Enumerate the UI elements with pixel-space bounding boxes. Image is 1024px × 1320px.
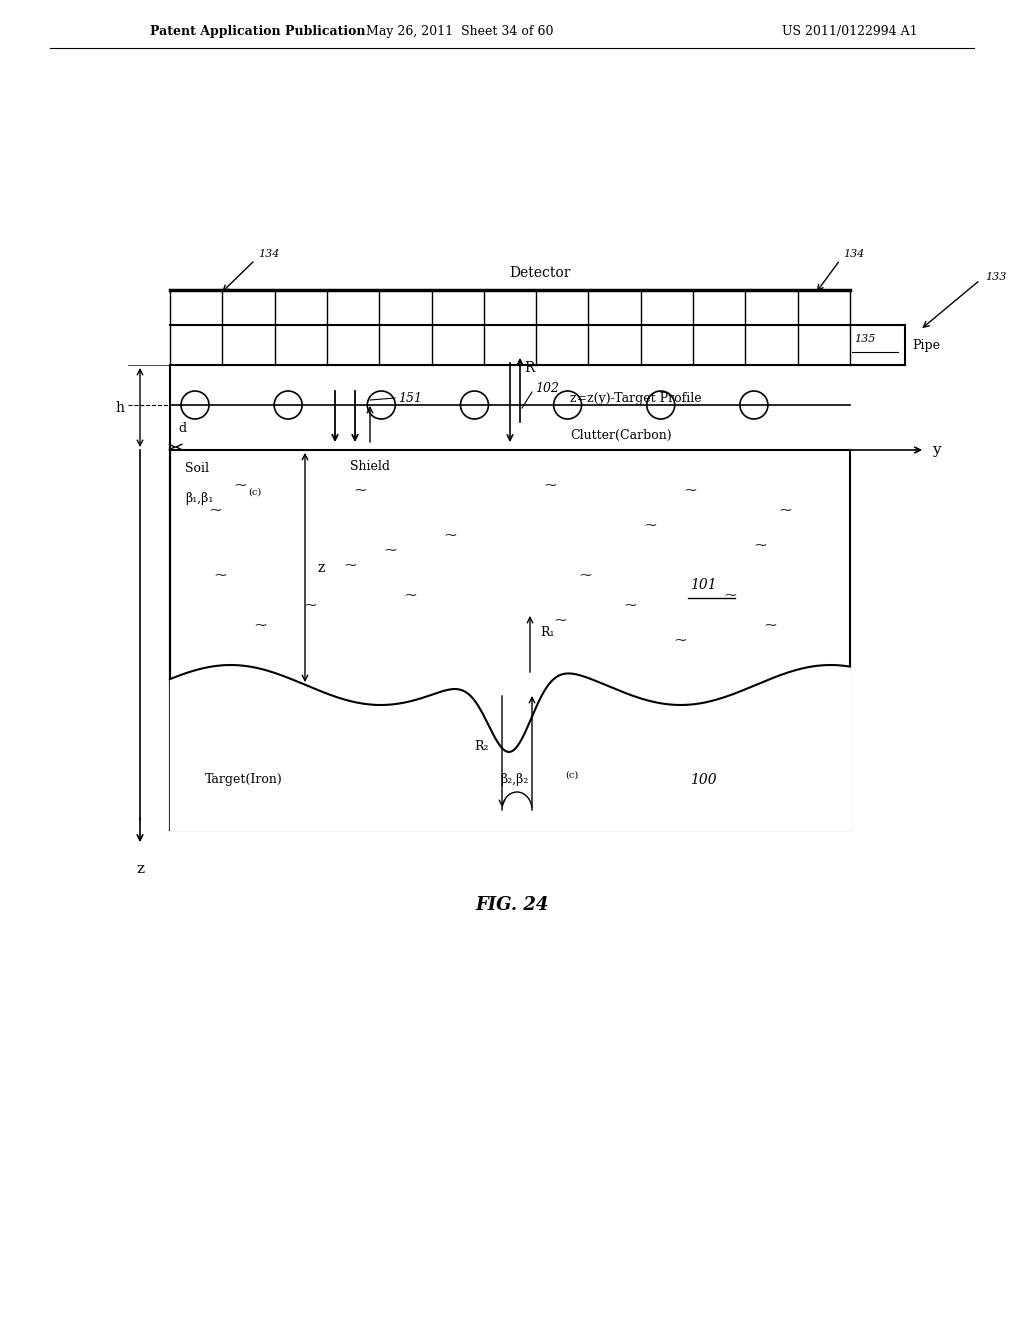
Text: ~: ~ — [253, 616, 267, 634]
Text: ~: ~ — [303, 597, 317, 614]
Text: 134: 134 — [258, 249, 280, 259]
Text: Target(Iron): Target(Iron) — [205, 774, 283, 787]
Text: 100: 100 — [690, 774, 717, 787]
Text: (c): (c) — [248, 488, 261, 498]
Text: R: R — [524, 360, 535, 375]
Text: 133: 133 — [985, 272, 1007, 282]
Text: May 26, 2011  Sheet 34 of 60: May 26, 2011 Sheet 34 of 60 — [367, 25, 554, 38]
Text: ~: ~ — [578, 566, 592, 583]
Text: ~: ~ — [443, 527, 457, 544]
Text: Shield: Shield — [350, 459, 390, 473]
Text: R₂: R₂ — [474, 741, 488, 752]
Text: y: y — [932, 444, 941, 457]
Text: 134: 134 — [843, 249, 864, 259]
Text: Soil: Soil — [185, 462, 209, 475]
Text: ~: ~ — [543, 477, 557, 494]
Text: ~: ~ — [683, 482, 697, 499]
Text: Detector: Detector — [509, 267, 570, 280]
Text: ~: ~ — [403, 586, 417, 603]
Text: ~: ~ — [753, 536, 767, 553]
Text: FIG. 24: FIG. 24 — [475, 896, 549, 913]
Text: h: h — [116, 400, 125, 414]
Text: 102: 102 — [535, 381, 559, 395]
Text: ~: ~ — [643, 516, 657, 533]
Text: 101: 101 — [690, 578, 717, 591]
Text: d: d — [178, 422, 186, 436]
Text: Clutter(Carbon): Clutter(Carbon) — [570, 429, 672, 441]
Text: ~: ~ — [213, 566, 227, 583]
Text: US 2011/0122994 A1: US 2011/0122994 A1 — [782, 25, 918, 38]
Text: R₁: R₁ — [540, 626, 555, 639]
Text: Pipe: Pipe — [912, 338, 940, 351]
Text: ~: ~ — [343, 557, 357, 573]
Text: ~: ~ — [763, 616, 777, 634]
Text: ~: ~ — [723, 586, 737, 603]
Text: Patent Application Publication: Patent Application Publication — [150, 25, 366, 38]
Text: ~: ~ — [623, 597, 637, 614]
Text: 151: 151 — [398, 392, 422, 404]
Text: (c): (c) — [565, 771, 579, 780]
Text: z: z — [317, 561, 325, 574]
Text: z=z(y)-Target Profile: z=z(y)-Target Profile — [570, 392, 701, 404]
Text: ~: ~ — [553, 611, 567, 628]
Text: ~: ~ — [208, 502, 222, 519]
Text: ~: ~ — [233, 477, 247, 494]
Text: ~: ~ — [353, 482, 367, 499]
Text: ~: ~ — [778, 502, 792, 519]
Text: ~: ~ — [673, 631, 687, 648]
Text: z: z — [136, 862, 144, 876]
Text: β₁,β₁: β₁,β₁ — [185, 492, 213, 506]
Text: ~: ~ — [383, 541, 397, 558]
Text: 135: 135 — [854, 334, 876, 345]
Text: β₂,β₂: β₂,β₂ — [500, 774, 528, 787]
